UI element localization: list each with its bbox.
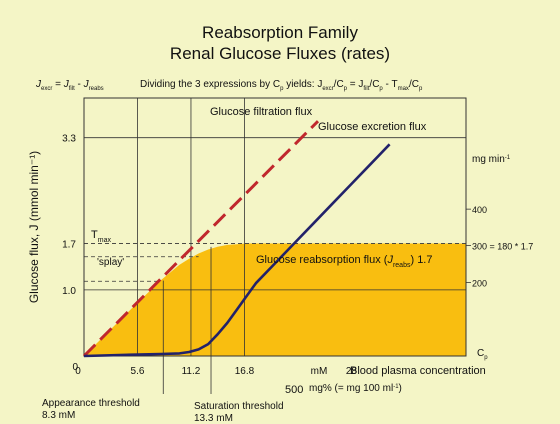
x-tick-label: 28: [346, 366, 358, 377]
y-tick-label: 3.3: [62, 134, 76, 145]
saturation-threshold-value: 13.3 mM: [194, 413, 233, 424]
reabsorption-area: [84, 243, 466, 356]
right-tick-label: 200: [472, 279, 487, 289]
y-tick-label: 1.7: [62, 240, 76, 251]
x-tick-label: 11.2: [182, 366, 201, 377]
x-unit-mgpct-label: mg% (= mg 100 ml-1): [309, 383, 402, 394]
chart-subtitle: Renal Glucose Fluxes (rates): [170, 44, 390, 63]
x-axis-label: Blood plasma concentration: [350, 365, 486, 377]
y-origin-label: 0: [72, 362, 78, 373]
x-origin-label: 0: [75, 366, 81, 377]
x-tick-500-label: 500: [285, 384, 303, 396]
tmax-label: Tmax: [91, 229, 111, 244]
y-axis-label: Glucose flux, J (mmol min⁻¹): [27, 151, 41, 303]
x-unit-mm-label: mM: [311, 366, 328, 377]
x-tick-label: 5.6: [131, 366, 145, 377]
filtration-flux-line: [82, 120, 320, 358]
filtration-flux-label: Glucose filtration flux: [210, 106, 313, 118]
equation-right: Dividing the 3 expressions by Cp yields:…: [140, 79, 423, 92]
x-axis-symbol: Cp: [477, 348, 488, 361]
equation-left: Jexcr = Jfilt - Jreabs: [35, 79, 104, 92]
y-tick-label: 1.0: [62, 286, 76, 297]
chart-title: Reabsorption Family: [202, 23, 358, 42]
right-tick-label: 300 = 180 * 1.7: [472, 242, 533, 252]
x-tick-label: 16.8: [235, 366, 255, 377]
excretion-flux-label: Glucose excretion flux: [318, 121, 427, 133]
appearance-threshold-value: 8.3 mM: [42, 410, 75, 421]
right-axis-unit-label: mg min-1: [472, 154, 511, 165]
appearance-threshold-label: Appearance threshold: [42, 398, 140, 409]
plot-frame: [83, 97, 467, 357]
excretion-flux-line: [83, 143, 391, 358]
splay-label: 'splay': [97, 257, 124, 268]
saturation-threshold-label: Saturation threshold: [194, 401, 284, 412]
right-tick-label: 400: [472, 205, 487, 215]
reabsorption-flux-label: Glucose reabsorption flux (Jreabs) 1.7: [256, 254, 432, 269]
